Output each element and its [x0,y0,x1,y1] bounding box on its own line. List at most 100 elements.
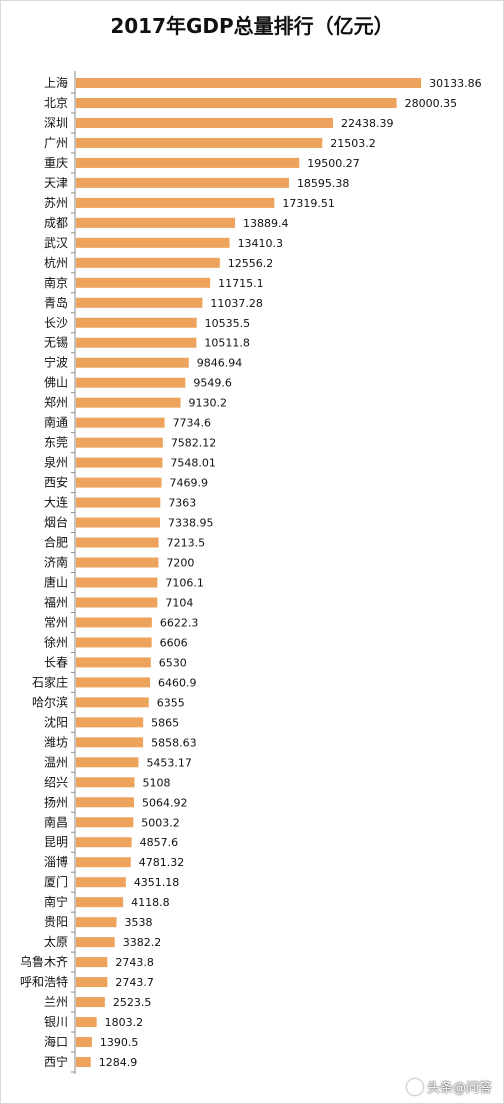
category-label: 潍坊 [44,734,68,749]
category-label: 南通 [44,415,68,430]
category-label: 无锡 [44,335,68,350]
value-label: 7213.5 [167,537,206,550]
bar [76,457,163,468]
category-label: 淄博 [44,854,68,869]
bar [76,757,139,768]
bar [76,557,159,568]
bar [76,977,108,988]
value-label: 7106.1 [165,577,204,590]
value-label: 10511.8 [204,337,250,350]
category-label: 烟台 [44,515,68,530]
bar [76,657,151,668]
category-label: 重庆 [44,156,68,170]
bar [76,1057,91,1068]
value-label: 1284.9 [99,1056,137,1069]
value-label: 10535.5 [205,317,251,330]
category-label: 长沙 [44,316,68,330]
watermark-text: 头条@问答 [426,1081,492,1096]
bar [76,837,132,848]
category-label: 昆明 [44,835,68,849]
value-label: 7338.95 [168,517,214,530]
bar [76,417,165,428]
value-label: 5865 [151,716,179,729]
bar [76,197,275,208]
category-label: 南昌 [44,814,68,829]
category-label: 银川 [44,1015,68,1029]
value-label: 7104 [165,596,193,609]
bar [76,337,197,348]
bar [76,157,300,168]
category-label: 杭州 [44,255,68,270]
category-label: 沈阳 [44,714,68,729]
category-label: 大连 [44,495,68,510]
bar [76,677,150,688]
value-label: 21503.2 [330,137,376,150]
category-label: 上海 [44,75,68,90]
value-label: 13889.4 [243,217,289,230]
value-label: 9846.94 [197,357,243,370]
category-label: 北京 [44,96,68,110]
value-label: 9130.2 [189,397,228,410]
bar [76,377,186,388]
bar [76,617,152,628]
category-label: 贵阳 [44,915,68,929]
category-label: 西宁 [44,1054,68,1069]
value-label: 3538 [125,916,153,929]
bar [76,1017,97,1028]
bar [76,317,197,328]
bar [76,597,158,608]
category-label: 宁波 [44,355,68,370]
bar [76,497,161,508]
category-label: 苏州 [44,196,68,210]
bar [76,877,126,888]
category-label: 徐州 [44,634,68,649]
category-label: 东莞 [44,436,68,450]
category-label: 佛山 [44,376,68,390]
category-label: 太原 [44,934,68,949]
value-label: 1390.5 [100,1036,138,1049]
category-label: 郑州 [44,395,68,410]
value-label: 4781.32 [139,856,185,869]
value-label: 5003.2 [141,816,180,829]
bar [76,297,203,308]
value-label: 2523.5 [113,996,152,1009]
bar [76,97,397,108]
value-label: 4118.8 [131,896,170,909]
chart-title: 2017年GDP总量排行（亿元） [110,14,394,38]
bar [76,357,189,368]
value-label: 7200 [166,557,194,570]
bar [76,937,115,948]
bar [76,637,152,648]
category-label: 长春 [44,655,68,669]
value-label: 9549.6 [193,377,232,390]
category-label: 南宁 [44,894,68,909]
bar [76,737,144,748]
value-label: 7469.9 [170,477,209,490]
toutiao-logo-icon [406,1078,423,1095]
value-label: 19500.27 [307,157,360,170]
bar [76,137,323,148]
category-label: 青岛 [44,295,68,310]
value-label: 5858.63 [151,736,197,749]
category-label: 呼和浩特 [20,974,68,989]
watermark: 头条@问答 [406,1077,492,1096]
bar [76,1037,92,1048]
value-label: 4857.6 [140,836,179,849]
bar [76,277,211,288]
category-label: 广州 [44,136,68,150]
category-label: 西安 [44,475,68,490]
value-label: 30133.86 [429,77,482,90]
category-label: 深圳 [44,116,68,130]
value-label: 7582.12 [171,437,217,450]
bar [76,777,135,788]
category-label: 兰州 [44,995,68,1009]
category-label: 哈尔滨 [32,694,68,709]
value-label: 22438.39 [341,117,394,130]
value-label: 17319.51 [282,197,335,210]
category-label: 温州 [44,755,68,769]
value-label: 7363 [168,497,196,510]
value-label: 6606 [160,636,188,649]
category-label: 海口 [44,1034,68,1049]
value-label: 11715.1 [218,277,264,290]
bar [76,517,161,528]
